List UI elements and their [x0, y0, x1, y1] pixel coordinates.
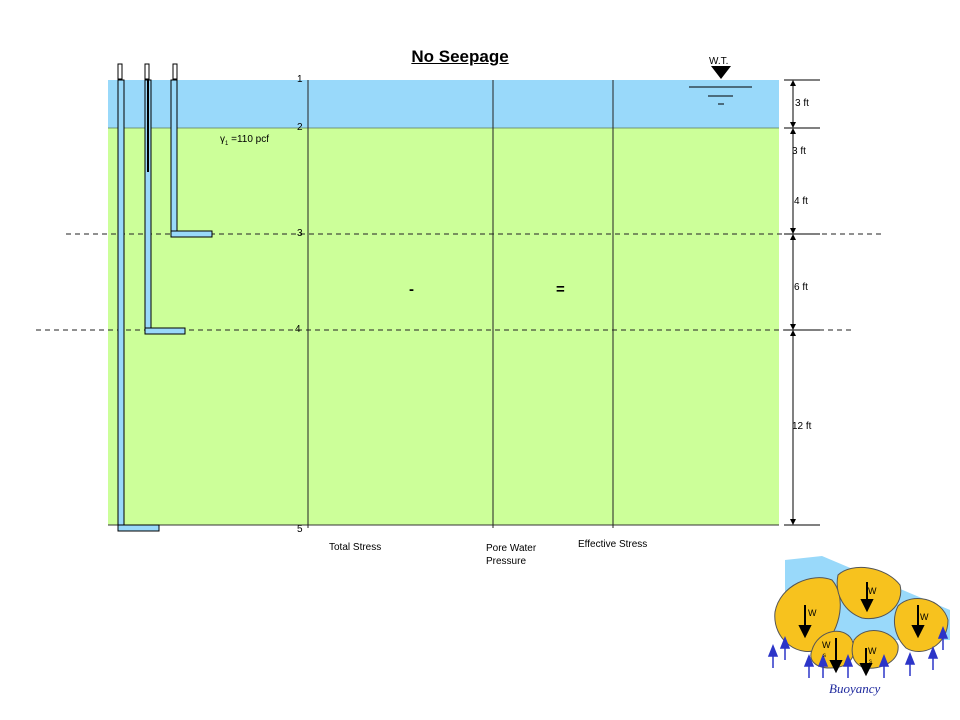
- pore-water-pressure-caption: Pore Water Pressure: [486, 542, 536, 568]
- buoyancy-inset: [767, 556, 950, 678]
- minus-operator: -: [409, 281, 414, 298]
- total-stress-caption: Total Stress: [329, 542, 382, 553]
- inset-subscript-right: s: [869, 659, 872, 665]
- dimension-label-1: 3 ft: [795, 98, 809, 109]
- gamma-symbol: γ: [220, 134, 225, 145]
- point-label-4: 4: [295, 324, 301, 335]
- diagram-title: No Seepage: [411, 47, 509, 66]
- dimension-arrowheads: [790, 80, 796, 525]
- point-label-5: 5: [297, 524, 303, 535]
- piezometer-5: [117, 63, 160, 532]
- equals-operator: =: [556, 281, 565, 298]
- inset-weight-label-bottom-right: W: [868, 646, 877, 656]
- inset-weight-label-bottom-left: W: [822, 640, 831, 650]
- inset-weight-label-left: W: [808, 608, 817, 618]
- point-label-2: 2: [297, 122, 303, 133]
- inset-weight-label-top: W: [868, 586, 877, 596]
- grain-right: [893, 598, 949, 652]
- dimension-label-2: 3 ft: [792, 146, 806, 157]
- soil-unit-weight-label: γ1 =110 pcf: [220, 134, 269, 147]
- piezometer-3: [170, 63, 213, 238]
- water-layer: [108, 80, 779, 128]
- pore-water-caption-line1: Pore Water: [486, 543, 537, 554]
- point-label-1: 1: [297, 74, 303, 85]
- buoyancy-caption: Buoyancy: [829, 681, 881, 696]
- buoyancy-arrows: [767, 625, 949, 678]
- piezometer-4: [144, 63, 186, 335]
- grain-left: [774, 577, 841, 653]
- dimension-lines: [784, 79, 820, 526]
- pore-water-caption-line2: Pressure: [486, 556, 527, 567]
- unit-weight-value: =110 pcf: [231, 134, 270, 145]
- inset-subscript-left: s: [823, 653, 826, 659]
- grain-bottom-right: [851, 630, 899, 669]
- dimension-label-3: 4 ft: [794, 196, 808, 207]
- point-label-3: 3: [297, 228, 303, 239]
- water-table-symbol: [689, 66, 752, 105]
- soil-layer: [108, 128, 779, 525]
- gamma-subscript: 1: [225, 141, 229, 147]
- grain-top: [836, 567, 902, 620]
- dimension-label-4: 6 ft: [794, 282, 808, 293]
- inset-weight-label-right: W: [920, 612, 929, 622]
- effective-stress-caption: Effective Stress: [578, 539, 648, 550]
- water-table-label: W.T.: [709, 56, 729, 67]
- dimension-label-5: 12 ft: [792, 421, 812, 432]
